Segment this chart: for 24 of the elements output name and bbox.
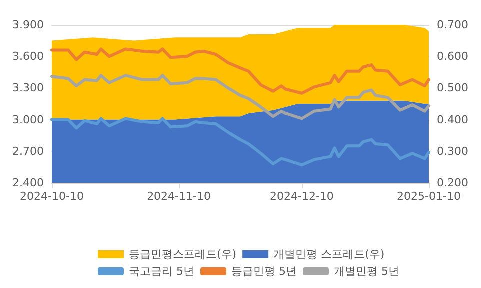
line-series (50, 74, 430, 120)
y-tick-label: 3.000 (12, 113, 44, 126)
line-series (50, 48, 430, 95)
x-tick-label: 2024-12-10 (270, 190, 334, 203)
x-tick-label: 2025-01-10 (397, 190, 461, 203)
legend-label: 등급민평스프레드(우) (129, 248, 237, 261)
y-tick-label: 2.400 (12, 176, 44, 190)
y2-tick-label: 0.400 (437, 113, 468, 126)
legend-label: 개별민평 스프레드(우) (274, 248, 385, 261)
y-tick-label: 3.300 (12, 82, 44, 95)
legend-label: 등급민평 5년 (231, 265, 297, 278)
legend-label: 개별민평 5년 (334, 265, 400, 278)
y-tick-label: 3.900 (12, 18, 44, 32)
y2-tick-label: 0.300 (437, 144, 468, 158)
line-series (50, 117, 430, 167)
y-tick-label: 2.700 (12, 144, 44, 158)
x-tick-label: 2024-10-10 (20, 190, 84, 203)
y2-tick-label: 0.200 (437, 176, 468, 190)
y-tick-label: 3.600 (12, 50, 44, 64)
y2-tick-label: 0.500 (437, 82, 468, 95)
x-tick-label: 2024-11-10 (147, 190, 211, 203)
legend-label: 국고금리 5년 (129, 265, 194, 278)
y2-tick-label: 0.600 (437, 50, 468, 64)
y2-tick-label: 0.700 (437, 18, 468, 32)
